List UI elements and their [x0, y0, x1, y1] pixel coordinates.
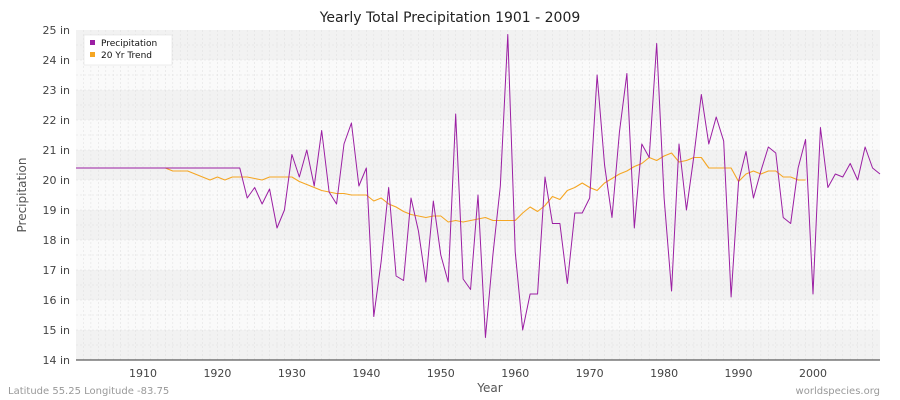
- series-lines: [76, 34, 881, 338]
- legend-label-trend: 20 Yr Trend: [101, 51, 152, 61]
- y-tick-label: 22 in: [42, 114, 70, 127]
- legend-label-precipitation: Precipitation: [101, 39, 157, 49]
- y-axis-label: Precipitation: [15, 157, 29, 232]
- footer-source: worldspecies.org: [796, 386, 880, 397]
- x-tick-label: 1970: [576, 367, 604, 380]
- legend-swatch-precipitation: [90, 40, 95, 45]
- y-tick-label: 14 in: [42, 354, 70, 367]
- x-tick-label: 1920: [203, 367, 231, 380]
- x-tick-label: 1990: [725, 367, 753, 380]
- horizontal-gridlines: [76, 44, 880, 346]
- y-tick-label: 25 in: [42, 24, 70, 37]
- chart-title: Yearly Total Precipitation 1901 - 2009: [319, 10, 581, 26]
- x-tick-label: 2000: [799, 367, 827, 380]
- y-tick-label: 19 in: [42, 204, 70, 217]
- y-tick-label: 23 in: [42, 84, 70, 97]
- x-tick-labels: 1910 1920 1930 1940 1950 1960 1970 1980 1990 2000: [129, 367, 827, 380]
- x-tick-label: 1930: [278, 367, 306, 380]
- legend-box: [83, 34, 173, 66]
- x-tick-label: 1980: [650, 367, 678, 380]
- y-tick-label: 15 in: [42, 324, 70, 337]
- trend-line: [76, 152, 806, 223]
- y-tick-labels: 14 in 15 in 16 in 17 in 18 in 19 in 20 in 21 in…: [42, 24, 70, 367]
- x-axis-label: Year: [476, 381, 502, 395]
- y-tick-label: 18 in: [42, 234, 70, 247]
- y-tick-label: 17 in: [42, 264, 70, 277]
- footer-coordinates: Latitude 55.25 Longitude -83.75: [8, 386, 169, 397]
- x-tick-label: 1910: [129, 367, 157, 380]
- y-tick-label: 24 in: [42, 54, 70, 67]
- x-tick-label: 1940: [352, 367, 380, 380]
- x-tick-label: 1950: [427, 367, 455, 380]
- y-tick-label: 16 in: [42, 294, 70, 307]
- y-tick-label: 21 in: [42, 144, 70, 157]
- x-tick-label: 1960: [501, 367, 529, 380]
- precipitation-line: [76, 34, 881, 338]
- y-tick-label: 20 in: [42, 174, 70, 187]
- legend: Precipitation 20 Yr Trend: [83, 34, 173, 66]
- legend-swatch-trend: [90, 52, 95, 57]
